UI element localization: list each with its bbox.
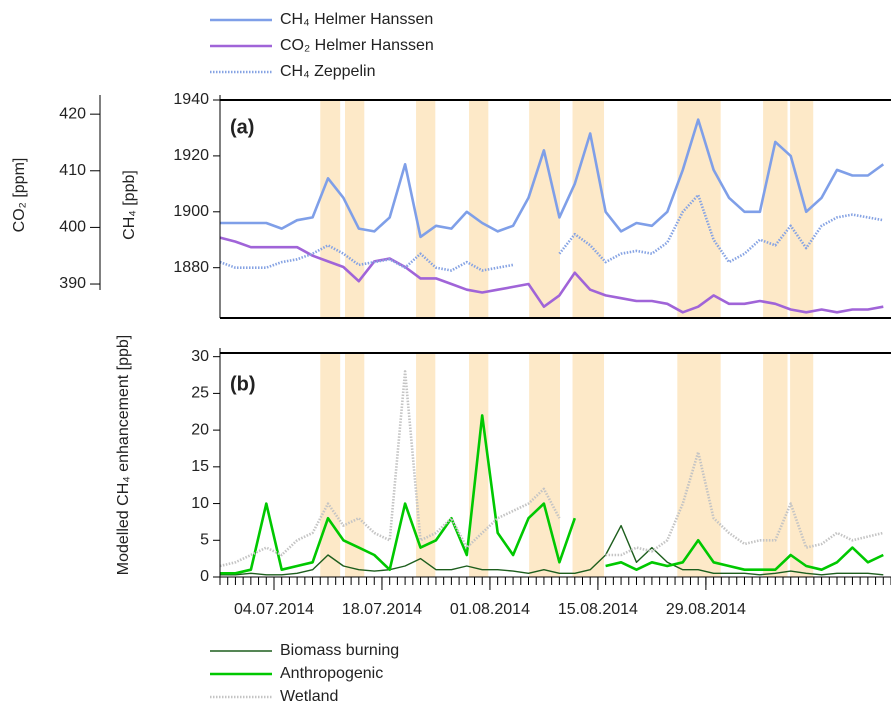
highlight-band [416,353,436,577]
highlight-band [763,100,788,318]
y-tick-label: 1920 [173,147,209,164]
legend-label: CO₂ Helmer Hanssen [280,37,434,54]
y-axis-title: Modelled CH₄ enhancement [ppb] [115,335,132,575]
panel-label: (b) [230,373,256,395]
legend-label: CH₄ Helmer Hanssen [280,11,433,28]
legend-label: Biomass burning [280,642,399,659]
highlight-band [345,353,365,577]
highlight-band [416,100,436,318]
y-axis-title: CH₄ [ppb] [121,170,138,240]
x-tick-label: 15.08.2014 [558,601,638,618]
y-tick-label: 1900 [173,203,209,220]
y2-tick-label: 410 [59,162,86,179]
series-line [220,118,885,239]
y-tick-label: 5 [200,531,209,548]
y2-tick-label: 390 [59,275,86,292]
highlight-band [763,353,788,577]
x-tick-label: 29.08.2014 [666,601,746,618]
series-line [220,524,884,576]
legend-label: CH₄ Zeppelin [280,63,375,80]
panel-label: (a) [230,116,254,138]
highlight-band [790,353,814,577]
y-tick-label: 1940 [173,91,209,108]
y-tick-label: 10 [191,495,209,512]
legend-label: Anthropogenic [280,665,383,682]
y-tick-label: 15 [191,458,209,475]
highlight-band [790,100,814,318]
x-tick-label: 04.07.2014 [234,601,314,618]
legend-label: Wetland [280,688,338,705]
highlight-band [572,353,605,577]
y2-tick-label: 400 [59,219,86,236]
y-tick-label: 1880 [173,259,209,276]
highlight-band [469,353,489,577]
highlight-band [469,100,489,318]
y2-tick-label: 420 [59,105,86,122]
highlight-band [529,353,560,577]
y-tick-label: 25 [191,385,209,402]
y-tick-label: 0 [200,568,209,585]
series-line [219,193,884,272]
y-tick-label: 20 [191,421,209,438]
x-tick-label: 01.08.2014 [450,601,530,618]
series-line [219,236,884,314]
y-tick-label: 30 [191,348,209,365]
highlight-band [320,100,341,318]
y2-axis-title: CO₂ [ppm] [11,158,28,233]
series-line [220,414,884,575]
series-line [219,370,884,568]
highlight-band [529,100,560,318]
highlight-band [320,353,341,577]
highlight-band [572,100,605,318]
x-tick-label: 18.07.2014 [342,601,422,618]
